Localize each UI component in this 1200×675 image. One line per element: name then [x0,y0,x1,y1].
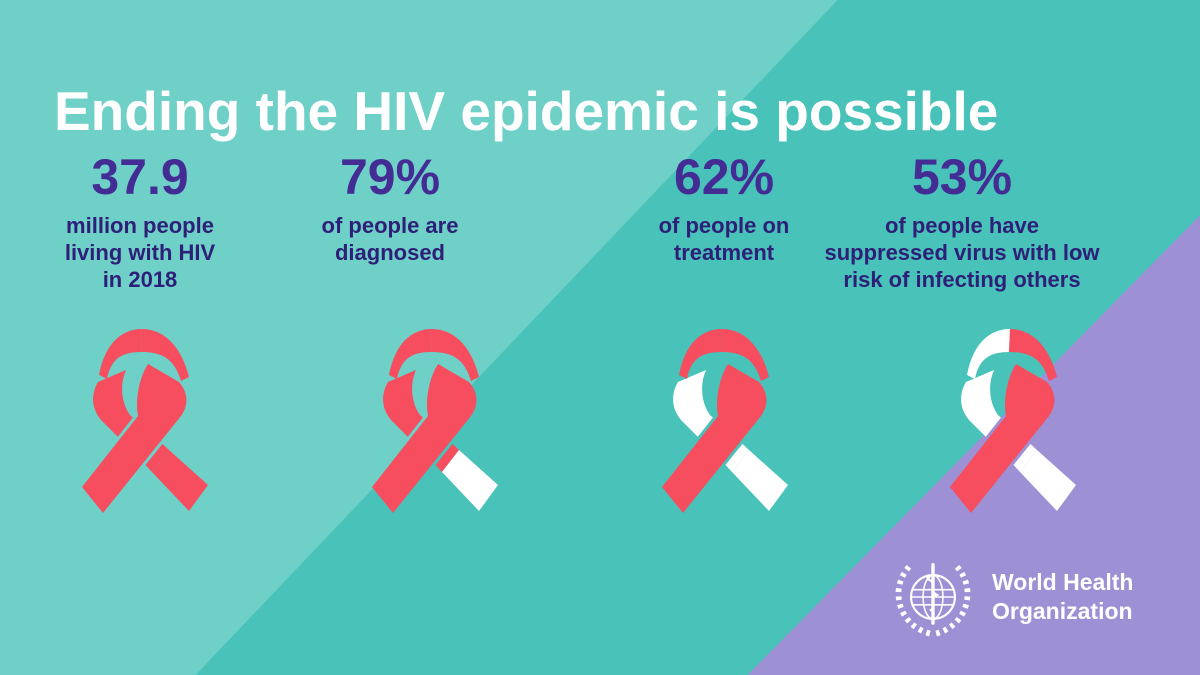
stat-value: 79% [339,149,441,205]
ribbon-part-tail_upper [138,437,169,472]
stat-label: of people have suppressed virus with low… [824,213,1100,293]
ribbon-part-arc_left [967,329,1010,379]
who-wordmark: World Health Organization [992,568,1133,626]
stat-value: 37.9 [91,149,189,205]
ribbon-part-over_band [950,364,1055,513]
ribbon-part-arc_right [721,329,769,381]
ribbon-part-over_band [662,364,767,513]
stat-column-diagnosed: 79% of people are diagnosed [290,152,490,312]
who-emblem-icon [895,562,971,637]
stat-column-suppressed-virus: 53% of people have suppressed virus with… [797,152,1127,312]
ribbon-part-over_band [82,364,187,513]
ribbon-part-tail_lower [732,450,788,511]
stat-label: of people on treatment [658,213,790,266]
ribbon-part-arc_left [99,329,142,379]
who-wordmark-line2: Organization [992,598,1133,624]
ribbon-part-arc_right [1009,329,1057,381]
ribbon-part-arc_right [431,329,479,381]
ribbon-part-arc_left [679,329,722,379]
who-wordmark-line1: World Health [992,569,1134,596]
ribbon-part-arc_left [389,329,432,379]
ribbon-part-over_band [372,364,477,513]
ribbon-part-tail_upper [428,437,459,472]
who-logo: World Health Organization [886,550,1133,644]
awareness-ribbon-icon [372,329,498,513]
stat-column-on-treatment: 62% of people on treatment [614,152,834,312]
stat-label: million people living with HIV in 2018 [64,213,216,293]
ribbon-part-tail_lower [442,450,498,511]
ribbon-part-arc_right [141,329,189,381]
stat-column-living-with-hiv: 37.9 million people living with HIV in 2… [40,152,240,312]
ribbon-part-tail_upper [1006,437,1037,472]
awareness-ribbon-icon [950,329,1076,513]
page-title: Ending the HIV epidemic is possible [54,79,999,142]
awareness-ribbon-icon [662,329,788,513]
stat-label: of people are diagnosed [321,213,459,266]
ribbon-part-tail_lower [1020,450,1076,511]
ribbon-part-tail_lower [152,450,208,511]
stat-value: 62% [673,149,775,205]
awareness-ribbon-icon [82,329,208,513]
stat-value: 53% [911,149,1013,205]
ribbon-part-tail_upper [718,437,749,472]
